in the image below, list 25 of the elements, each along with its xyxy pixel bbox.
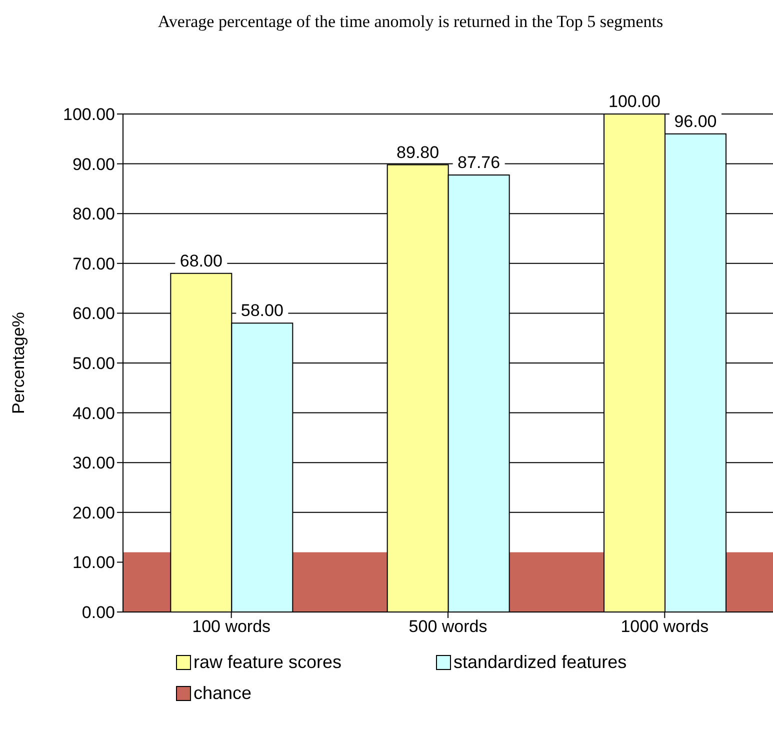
y-axis-title: Percentage% — [9, 312, 28, 414]
y-tick-label: 80.00 — [72, 204, 115, 224]
y-tick-label: 10.00 — [72, 553, 115, 572]
data-label: 96.00 — [674, 112, 717, 131]
y-tick-label: 100.00 — [63, 105, 115, 124]
y-tick-label: 20.00 — [72, 503, 115, 522]
y-tick-label: 90.00 — [72, 154, 115, 174]
data-label: 89.80 — [396, 142, 440, 162]
data-label: 58.00 — [240, 301, 284, 320]
x-tick-label: 500 words — [408, 617, 488, 636]
y-tick-label: 40.00 — [72, 404, 115, 423]
y-tick-label: 60.00 — [72, 304, 115, 324]
legend-label: raw feature scores — [194, 652, 342, 673]
data-label: 68.00 — [180, 251, 222, 270]
y-tick-label: 70.00 — [72, 254, 115, 274]
data-label: 100.00 — [608, 92, 660, 111]
x-tick-label: 100 words — [192, 617, 271, 636]
legend-label: chance — [194, 683, 252, 704]
y-tick-label: 30.00 — [72, 454, 115, 473]
legend-label: standardized features — [454, 652, 627, 673]
y-tick-label: 50.00 — [72, 354, 115, 374]
x-tick-label: 1000 words — [620, 617, 709, 636]
data-label: 87.76 — [458, 152, 500, 172]
chart-title: Average percentage of the time anomoly is returned in the Top 5 segments — [156, 11, 664, 33]
y-tick-label: 0.00 — [82, 603, 115, 622]
